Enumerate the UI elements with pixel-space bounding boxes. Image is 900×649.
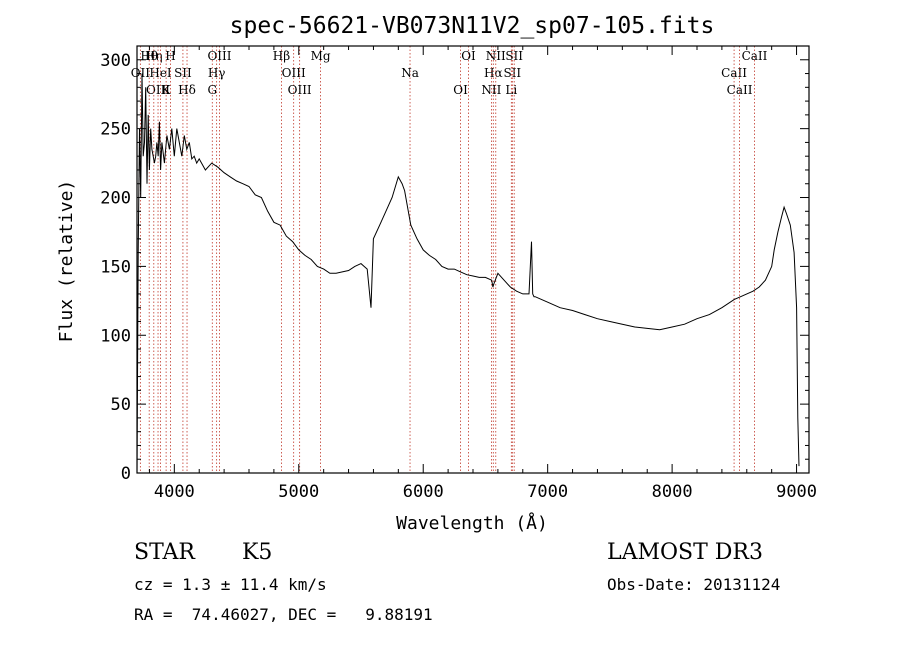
y-tick-label: 300 bbox=[100, 51, 131, 71]
survey-name: LAMOST DR3 bbox=[607, 540, 763, 565]
emission-line-label: Li bbox=[505, 83, 517, 97]
x-tick-label: 8000 bbox=[652, 482, 693, 502]
emission-line-label: CaII bbox=[721, 66, 747, 80]
emission-line-label: SII bbox=[503, 66, 521, 80]
emission-line-label: CaII bbox=[742, 49, 768, 63]
emission-line-label: NII bbox=[486, 49, 506, 63]
y-tick-label: 100 bbox=[100, 326, 131, 346]
emission-line-label: OIII bbox=[282, 66, 306, 80]
y-axis-ticks: 0 50 100 150 200 250 300 bbox=[100, 51, 809, 484]
y-axis-label: Flux (relative) bbox=[56, 180, 77, 343]
y-tick-label: 150 bbox=[100, 257, 131, 277]
x-tick-label: 9000 bbox=[776, 482, 817, 502]
emission-line-label: Hα bbox=[484, 66, 503, 80]
emission-line-label: NII bbox=[481, 83, 501, 97]
coordinates: RA = 74.46027, DEC = 9.88191 bbox=[134, 605, 433, 624]
emission-line-label: OI bbox=[461, 49, 476, 63]
emission-line-label: Mg bbox=[311, 49, 331, 63]
y-tick-label: 50 bbox=[111, 395, 131, 415]
x-tick-label: 7000 bbox=[527, 482, 568, 502]
emission-line-label: G bbox=[207, 83, 217, 97]
emission-line-label: Hδ bbox=[178, 83, 196, 97]
emission-line-label: K bbox=[162, 83, 172, 97]
y-tick-label: 250 bbox=[100, 120, 131, 140]
x-axis-label: Wavelength (Å) bbox=[396, 512, 548, 534]
object-subclass: K5 bbox=[242, 540, 273, 565]
emission-line-label: OI bbox=[453, 83, 468, 97]
x-axis-ticks: 4000 5000 6000 7000 8000 9000 bbox=[148, 46, 817, 502]
emission-line-label: OIII bbox=[146, 83, 170, 97]
emission-line-label: SII bbox=[505, 49, 523, 63]
emission-line-label: Na bbox=[401, 66, 419, 80]
emission-line-label: SII bbox=[174, 66, 192, 80]
spectrum-series bbox=[136, 73, 800, 474]
emission-line-label: Hγ bbox=[208, 66, 226, 80]
emission-line-label: OIII bbox=[207, 49, 231, 63]
y-tick-label: 0 bbox=[121, 464, 131, 484]
emission-line-label: HeI bbox=[149, 66, 172, 80]
plot-frame bbox=[136, 45, 810, 474]
emission-line-label: Hη bbox=[145, 49, 163, 63]
x-tick-label: 6000 bbox=[403, 482, 444, 502]
x-tick-label: 5000 bbox=[278, 482, 319, 502]
object-class: STAR bbox=[134, 540, 195, 565]
y-tick-label: 200 bbox=[100, 189, 131, 209]
obs-date: Obs-Date: 20131124 bbox=[607, 575, 781, 594]
emission-line-label: OIII bbox=[288, 83, 312, 97]
emission-line-markers: HθOIIOIIIHηHeIKHSIIHδOIIIHγGHβOIIIOIIIMg… bbox=[131, 46, 768, 473]
redshift-text: cz = 1.3 ± 11.4 km/s bbox=[134, 575, 327, 594]
chart-title: spec-56621-VB073N11V2_sp07-105.fits bbox=[230, 13, 715, 39]
emission-line-label: H bbox=[165, 49, 175, 63]
x-tick-label: 4000 bbox=[154, 482, 195, 502]
emission-line-label: Hβ bbox=[273, 49, 290, 63]
emission-line-label: CaII bbox=[727, 83, 753, 97]
emission-line-label: OII bbox=[131, 66, 151, 80]
